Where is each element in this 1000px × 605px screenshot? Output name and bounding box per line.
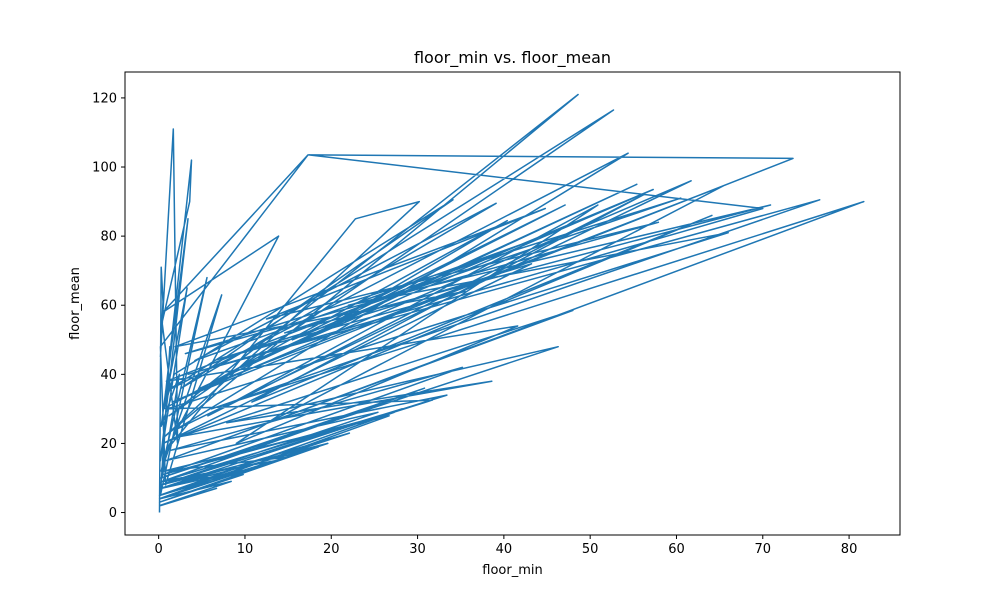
y-tick-label: 100 (92, 161, 117, 176)
y-axis-label: floor_mean (68, 267, 83, 340)
x-axis-label: floor_min (482, 563, 542, 578)
y-tick-label: 80 (100, 230, 117, 245)
x-tick-label: 20 (323, 542, 340, 557)
x-axis-ticks: 0 10 20 30 40 50 60 70 80 (155, 535, 858, 557)
x-tick-label: 0 (155, 542, 163, 557)
series-layer (158, 93, 865, 513)
y-tick-label: 0 (109, 506, 117, 521)
y-tick-label: 60 (100, 299, 117, 314)
x-tick-label: 60 (668, 542, 685, 557)
x-tick-label: 40 (496, 542, 513, 557)
chart-title: floor_min vs. floor_mean (414, 48, 611, 68)
x-tick-label: 50 (582, 542, 599, 557)
y-tick-label: 20 (100, 437, 117, 452)
y-tick-label: 120 (92, 91, 117, 106)
series-line (158, 93, 865, 513)
y-axis-ticks: 0 20 40 60 80 100 120 (92, 91, 125, 521)
x-tick-label: 80 (841, 542, 858, 557)
axes-frame (124, 71, 901, 536)
x-tick-label: 10 (237, 542, 254, 557)
x-tick-label: 30 (409, 542, 426, 557)
x-tick-label: 70 (755, 542, 772, 557)
y-tick-label: 40 (100, 368, 117, 383)
